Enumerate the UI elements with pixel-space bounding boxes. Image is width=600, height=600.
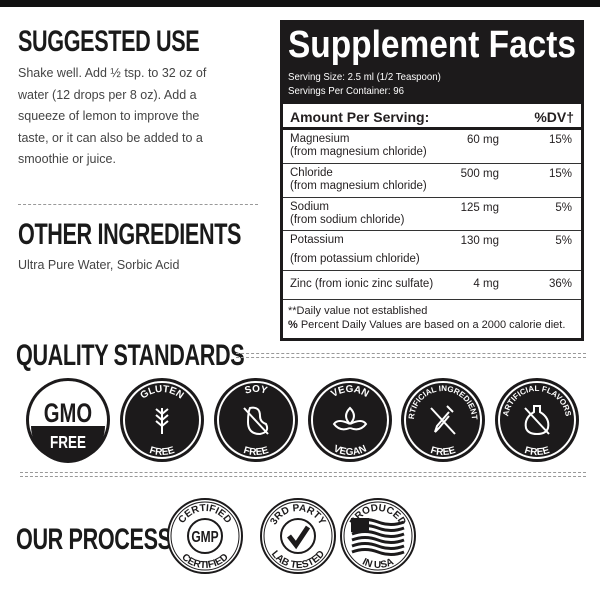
- nutrient-source: (from sodium chloride): [290, 214, 405, 226]
- servings-per-container: Servings Per Container: 96: [288, 85, 404, 97]
- amount-header-row: Amount Per Serving: %DV†: [283, 104, 581, 130]
- badge-inner: [280, 518, 316, 554]
- table-row: Zinc (from ionic zinc sulfate) 4 mg 36%: [283, 271, 581, 300]
- badge-ring: [167, 498, 243, 574]
- amount-header: Amount Per Serving:: [290, 109, 430, 125]
- quality-badge: SOY FREE: [214, 378, 298, 462]
- nutrient-name: Potassium: [290, 234, 344, 246]
- badge-ring: [263, 501, 333, 571]
- table-row: Chloride (from magnesium chloride) 500 m…: [283, 164, 581, 198]
- badge-label: FREE: [523, 445, 551, 458]
- badge-inner: [311, 381, 389, 459]
- quality-badge: GLUTEN FREE: [120, 378, 204, 462]
- top-bar: [0, 0, 600, 7]
- table-row: Magnesium (from magnesium chloride) 60 m…: [283, 130, 581, 164]
- gmp-icon: [187, 518, 223, 554]
- badge-label: FREE: [148, 445, 176, 458]
- badge-label: VEGAN: [332, 443, 369, 458]
- nutrient-source: (from magnesium chloride): [290, 146, 427, 158]
- quality-badges: GMO FREE GLUTEN FREE SOY FREE VEGAN VEGAN ARTIFI…: [0, 372, 579, 463]
- other-ingredients-title: OTHER INGREDIENTS: [18, 218, 242, 251]
- serving-size: Serving Size: 2.5 ml (1/2 Teaspoon): [288, 71, 441, 83]
- text-line: water (12 drops per 8 oz). Add a: [18, 87, 197, 102]
- nutrient-amount: 125 mg: [460, 202, 499, 214]
- facts-header: Supplement Facts Serving Size: 2.5 ml (1…: [283, 23, 581, 104]
- nutrient-dv: 5%: [555, 235, 572, 247]
- bottle-icon: [524, 405, 550, 436]
- flag-stripe: [351, 536, 405, 544]
- table-row: Potassium (from potassium chloride) 130 …: [283, 231, 581, 271]
- quality-badge: GMO FREE: [26, 378, 110, 463]
- footnote-symbol: %: [288, 319, 298, 331]
- quality-standards-title: QUALITY STANDARDS: [16, 339, 245, 372]
- badge-label: FREE: [50, 433, 86, 452]
- gmo-free-icon: [31, 426, 105, 463]
- nutrient-dv: 5%: [555, 202, 572, 214]
- badge-label: CERTIFIED: [179, 552, 230, 571]
- divider: [18, 204, 258, 207]
- badge-label: FREE: [429, 445, 457, 458]
- quality-badge: VEGAN VEGAN: [308, 378, 392, 462]
- supplement-facts-panel: Supplement Facts Serving Size: 2.5 ml (1…: [280, 20, 584, 341]
- flag-stripe: [351, 542, 405, 550]
- divider: [20, 472, 586, 477]
- badge-label: SOY: [244, 384, 269, 397]
- nutrient-name: Zinc (from ionic zinc sulfate): [290, 278, 434, 290]
- badge-label: FREE: [242, 445, 270, 458]
- nutrient-amount: 60 mg: [467, 134, 499, 146]
- badge-ring: [260, 498, 336, 574]
- dv-header: %DV†: [534, 109, 574, 125]
- flag-stripe: [351, 548, 405, 556]
- footnote: **Daily value not established: [288, 305, 428, 317]
- wheat-icon: [155, 408, 169, 434]
- text-line: smoothie or juice.: [18, 152, 116, 166]
- nutrient-dv: 36%: [548, 278, 572, 290]
- process-badge: PRODUCEDIN USA: [340, 498, 416, 574]
- nutrient-amount: 4 mg: [473, 278, 499, 290]
- facts-footnotes: **Daily value not established % Percent …: [283, 300, 581, 336]
- badge-label: GLUTEN: [139, 384, 186, 402]
- nutrient-source: (from potassium chloride): [290, 253, 420, 265]
- badge-label: GMP: [191, 527, 218, 545]
- footnote-text: Percent Daily Values are based on a 2000…: [297, 319, 566, 331]
- nutrient-name: Sodium: [290, 201, 329, 213]
- other-ingredients-text: Ultra Pure Water, Sorbic Acid: [18, 258, 180, 272]
- table-row: Sodium (from sodium chloride) 125 mg 5%: [283, 198, 581, 231]
- badge-ring: [343, 501, 413, 571]
- nutrient-name: Chloride: [290, 167, 333, 179]
- text-line: squeeze of lemon to improve the: [18, 109, 200, 123]
- badge-ring: [170, 501, 240, 571]
- our-process-title: OUR PROCESS: [16, 523, 172, 556]
- divider: [236, 353, 586, 358]
- suggested-use-text: Shake well. Add ½ tsp. to 32 oz of water…: [18, 63, 206, 171]
- text-line: taste, or it can also be added to a: [18, 130, 203, 145]
- suggested-use-title: SUGGESTED USE: [18, 25, 200, 58]
- badge-label: IN USA: [360, 556, 395, 571]
- checkmark-icon: [287, 525, 311, 550]
- nutrient-amount: 130 mg: [460, 235, 499, 247]
- nutrient-dv: 15%: [548, 168, 572, 180]
- nutrient-amount: 500 mg: [460, 168, 499, 180]
- leaf-icon: [332, 406, 368, 431]
- nutrient-dv: 15%: [548, 134, 572, 146]
- dropper-icon: [430, 405, 456, 435]
- text-line: Shake well. Add ½ tsp. to 32 oz of: [18, 66, 207, 80]
- badge-label: VEGAN: [329, 384, 370, 400]
- flag-canton: [351, 518, 369, 532]
- nutrient-name: Magnesium: [290, 133, 350, 145]
- footnote: % Percent Daily Values are based on a 20…: [288, 318, 576, 332]
- facts-title: Supplement Facts: [288, 24, 577, 66]
- soybean-icon: [243, 406, 269, 436]
- nutrient-source: (from magnesium chloride): [290, 180, 427, 192]
- us-flag-icon: [351, 518, 405, 556]
- badge-label: GMO: [44, 398, 92, 429]
